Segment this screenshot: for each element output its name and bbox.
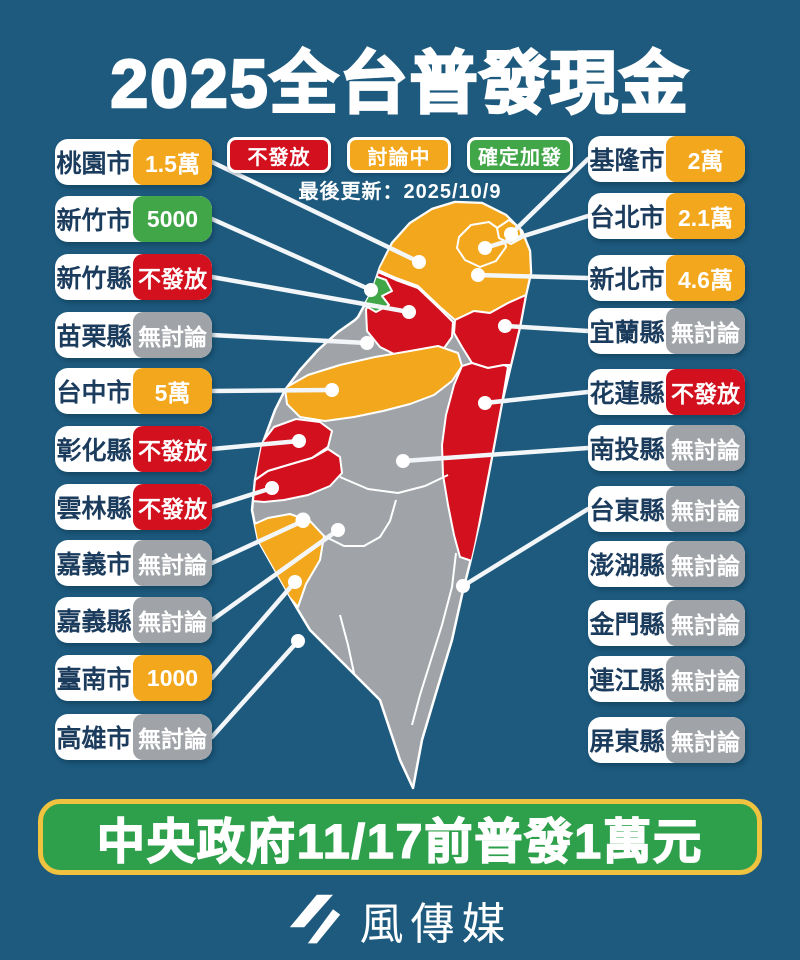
value-badge: 不發放 — [133, 254, 212, 300]
label-pill-miaoli: 苗栗縣 無討論 — [55, 312, 212, 358]
legend: 不發放 討論中 確定加發 — [227, 137, 573, 173]
value-badge: 無討論 — [666, 308, 745, 354]
border-nantou-chiayi — [339, 474, 449, 494]
county-name: 高雄市 — [56, 725, 132, 753]
value-badge: 無討論 — [666, 600, 745, 646]
value-badge: 4.6萬 — [666, 255, 745, 301]
brand-name: 風傳媒 — [359, 900, 513, 949]
value-badge: 1000 — [133, 655, 212, 701]
value-badge: 2.1萬 — [666, 193, 745, 239]
legend-item-discussing: 討論中 — [347, 137, 451, 173]
county-name: 雲林縣 — [56, 495, 132, 523]
value-badge: 不發放 — [133, 426, 212, 472]
value-badge: 無討論 — [666, 486, 745, 532]
county-name: 連江縣 — [589, 667, 665, 695]
value-badge: 無討論 — [133, 312, 212, 358]
label-pill-pingtung: 屏東縣 無討論 — [588, 717, 745, 763]
page-title: 2025全台普發現金 — [109, 45, 690, 124]
label-pill-tainan: 臺南市 1000 — [55, 655, 212, 701]
label-pill-taoyuan: 桃園市 1.5萬 — [55, 139, 212, 185]
region-chiayi-city — [295, 512, 311, 528]
region-taichung — [284, 345, 463, 422]
county-name: 基隆市 — [589, 147, 665, 175]
label-pill-taichung: 台中市 5萬 — [55, 368, 212, 414]
value-badge: 無討論 — [133, 714, 212, 760]
legend-item-confirmed: 確定加發 — [467, 137, 573, 173]
label-pill-yilan: 宜蘭縣 無討論 — [588, 308, 745, 354]
county-name: 嘉義縣 — [56, 608, 132, 636]
label-pill-changhua: 彰化縣 不發放 — [55, 426, 212, 472]
county-name: 澎湖縣 — [589, 552, 665, 580]
value-badge: 無討論 — [666, 656, 745, 702]
footer-brand: 風傳媒 — [0, 888, 800, 952]
border-chiayi-kaohsiung — [323, 499, 397, 547]
label-pill-hsinchu-county: 新竹縣 不發放 — [55, 254, 212, 300]
label-pill-nantou: 南投縣 無討論 — [588, 425, 745, 471]
value-badge: 不發放 — [133, 484, 212, 530]
label-pill-hualien: 花蓮縣 不發放 — [588, 369, 745, 415]
value-badge: 2萬 — [666, 136, 745, 182]
value-badge: 無討論 — [666, 541, 745, 587]
county-name: 宜蘭縣 — [589, 319, 665, 347]
label-pill-chiayi-county: 嘉義縣 無討論 — [55, 597, 212, 643]
county-name: 台中市 — [56, 379, 132, 407]
label-pill-lienchiang: 連江縣 無討論 — [588, 656, 745, 702]
county-name: 桃園市 — [56, 150, 132, 178]
announcement-banner: 中央政府11/17前普發1萬元 — [38, 799, 762, 875]
value-badge: 5萬 — [133, 368, 212, 414]
label-pill-yunlin: 雲林縣 不發放 — [55, 484, 212, 530]
county-name: 南投縣 — [589, 436, 665, 464]
taiwan-map — [250, 200, 533, 790]
label-pill-keelung: 基隆市 2萬 — [588, 136, 745, 182]
county-name: 苗栗縣 — [56, 323, 132, 351]
label-pill-taitung: 台東縣 無討論 — [588, 486, 745, 532]
value-badge: 不發放 — [666, 369, 745, 415]
last-updated-text: 最後更新：2025/10/9 — [298, 181, 502, 203]
county-name: 金門縣 — [589, 611, 665, 639]
county-name: 新竹市 — [56, 207, 132, 235]
county-name: 花蓮縣 — [589, 380, 665, 408]
county-name: 新竹縣 — [56, 265, 132, 293]
county-name: 台東縣 — [589, 497, 665, 525]
legend-item-no-payout: 不發放 — [227, 137, 331, 173]
label-pill-new-taipei: 新北市 4.6萬 — [588, 255, 745, 301]
county-name: 臺南市 — [56, 666, 132, 694]
county-name: 嘉義市 — [56, 551, 132, 579]
value-badge: 5000 — [133, 196, 212, 242]
storm-media-logo-icon — [289, 894, 340, 944]
label-pill-penghu: 澎湖縣 無討論 — [588, 541, 745, 587]
label-pill-chiayi-city: 嘉義市 無討論 — [55, 540, 212, 586]
label-pill-hsinchu-city: 新竹市 5000 — [55, 196, 212, 242]
label-pill-taipei: 台北市 2.1萬 — [588, 193, 745, 239]
county-name: 新北市 — [589, 266, 665, 294]
value-badge: 無討論 — [133, 597, 212, 643]
label-pill-kaohsiung: 高雄市 無討論 — [55, 714, 212, 760]
value-badge: 無討論 — [133, 540, 212, 586]
border-kaohsiung-taitung — [411, 552, 457, 726]
value-badge: 1.5萬 — [133, 139, 212, 185]
county-name: 彰化縣 — [56, 437, 132, 465]
region-yilan — [453, 294, 527, 369]
label-pill-kinmen: 金門縣 無討論 — [588, 600, 745, 646]
county-name: 屏東縣 — [589, 728, 665, 756]
value-badge: 無討論 — [666, 717, 745, 763]
county-name: 台北市 — [589, 204, 665, 232]
value-badge: 無討論 — [666, 425, 745, 471]
